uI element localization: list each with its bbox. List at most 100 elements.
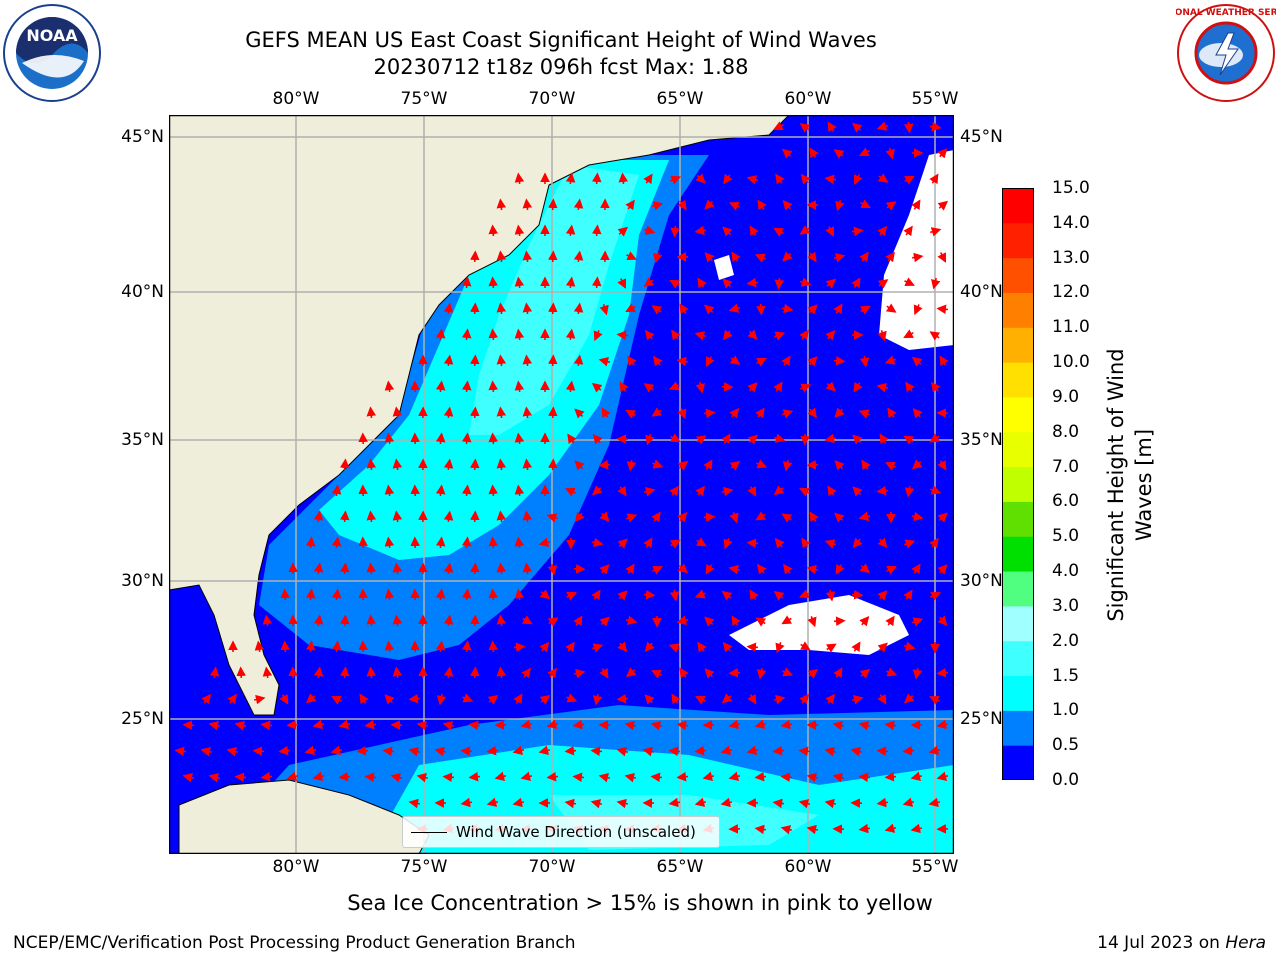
lon-label-top-70w: 70°W: [528, 89, 576, 109]
wind-wave-arrow: [626, 459, 637, 472]
wind-wave-arrow: [434, 746, 447, 757]
wind-wave-arrow: [705, 356, 715, 367]
wind-wave-arrow: [260, 720, 273, 731]
wind-wave-arrow: [280, 588, 290, 601]
wind-wave-arrow: [824, 433, 837, 444]
wind-wave-arrow: [591, 382, 603, 393]
wind-wave-arrow: [903, 641, 916, 652]
lat-label-right-25n: 25°N: [960, 709, 1003, 729]
wind-wave-arrow: [825, 226, 835, 237]
wind-wave-arrow: [486, 745, 499, 756]
wind-wave-arrow: [565, 276, 576, 289]
wind-wave-arrow: [643, 383, 655, 393]
wind-wave-arrow: [746, 277, 759, 288]
wind-wave-arrow: [832, 720, 845, 731]
wind-wave-arrow: [827, 485, 837, 497]
wind-wave-arrow: [626, 251, 637, 261]
wind-wave-arrow: [208, 720, 221, 731]
colorbar-label-line2: Waves [m]: [1132, 428, 1156, 542]
wind-wave-arrow: [781, 148, 793, 159]
wind-wave-arrow: [669, 485, 679, 497]
legend-arrow-swatch: [411, 832, 447, 833]
wind-wave-arrow: [305, 693, 317, 704]
colorbar-tick-label: 11.0: [1052, 317, 1090, 338]
wind-wave-arrow: [468, 720, 481, 731]
map-frame: [169, 115, 954, 854]
footer-branch: NCEP/EMC/Verification Post Processing Pr…: [13, 933, 576, 953]
wind-wave-arrow: [442, 772, 455, 783]
wind-wave-arrow: [757, 199, 767, 211]
wind-wave-arrow: [653, 252, 663, 264]
wind-wave-arrow: [359, 693, 369, 705]
wind-wave-arrow: [756, 459, 768, 469]
wind-wave-arrow: [227, 693, 237, 705]
wind-wave-arrow: [859, 251, 869, 263]
wind-wave-arrow: [651, 511, 661, 523]
wind-wave-arrow: [671, 693, 681, 705]
wind-wave-arrow: [514, 588, 525, 601]
wind-wave-arrow: [573, 615, 583, 627]
wind-wave-arrow: [876, 121, 889, 131]
wind-wave-arrow: [470, 666, 480, 679]
wind-wave-arrow: [514, 380, 525, 393]
wind-wave-arrow: [512, 745, 525, 755]
wind-wave-arrow: [548, 406, 558, 419]
wind-wave-arrow: [781, 303, 794, 314]
wind-wave-arrow: [809, 511, 819, 523]
wind-wave-arrow: [652, 459, 664, 469]
wind-wave-arrow: [877, 537, 888, 549]
colorbar-tick-label: 8.0: [1052, 421, 1080, 442]
wind-wave-arrow: [339, 458, 350, 471]
wind-wave-arrow: [643, 537, 653, 549]
wind-wave-arrow: [313, 614, 324, 627]
wind-wave-arrow: [520, 771, 533, 782]
wind-wave-arrow: [697, 277, 707, 289]
wind-wave-arrow: [590, 746, 603, 757]
wind-wave-arrow: [339, 614, 350, 627]
wind-wave-arrow: [937, 200, 949, 211]
wind-wave-arrow: [729, 355, 741, 365]
wind-wave-arrow: [936, 304, 949, 315]
wind-wave-arrow: [670, 225, 681, 238]
wind-wave-arrow: [782, 459, 793, 472]
wind-wave-arrow: [910, 823, 923, 834]
colorbar-tick-label: 12.0: [1052, 282, 1090, 303]
wind-wave-arrow: [928, 797, 941, 808]
wind-wave-arrow: [331, 640, 342, 653]
wind-wave-arrow: [703, 304, 715, 315]
wind-wave-arrow: [773, 381, 783, 393]
wind-wave-arrow: [546, 513, 559, 523]
wind-wave-arrow: [825, 381, 836, 392]
wind-wave-arrow: [834, 460, 845, 471]
wind-wave-arrow: [704, 668, 715, 679]
noaa-logo-text: NOAA: [26, 26, 78, 45]
wind-wave-arrow: [514, 224, 525, 237]
wind-wave-arrow: [885, 615, 895, 627]
wind-wave-arrow: [668, 643, 680, 653]
wind-wave-arrow: [182, 720, 195, 730]
wind-wave-arrow: [852, 537, 863, 549]
wind-wave-arrow: [548, 198, 558, 211]
wind-wave-arrow: [781, 513, 793, 523]
wind-wave-arrow: [834, 407, 845, 418]
wind-wave-arrow: [798, 589, 810, 599]
wind-wave-arrow: [853, 381, 863, 393]
lon-label-top-60w: 60°W: [784, 89, 832, 109]
wind-wave-arrow: [799, 329, 809, 341]
wind-wave-arrow: [364, 772, 377, 783]
map-gridlines: [169, 115, 954, 854]
wind-wave-arrow: [566, 693, 578, 703]
wind-wave-arrow: [851, 694, 864, 705]
wind-wave-arrow: [592, 693, 603, 706]
wind-wave-arrow: [652, 565, 663, 575]
wind-wave-arrow: [877, 225, 888, 237]
wind-wave-arrow: [850, 747, 863, 757]
wind-wave-arrow: [695, 485, 705, 497]
wind-wave-arrow: [858, 772, 871, 783]
wind-wave-arrow: [625, 615, 638, 626]
wind-wave-arrow: [226, 746, 239, 757]
wind-wave-arrow: [833, 355, 846, 366]
wind-wave-arrow: [859, 668, 871, 679]
wind-wave-arrow: [521, 615, 533, 625]
wind-wave-arrow: [488, 484, 499, 497]
